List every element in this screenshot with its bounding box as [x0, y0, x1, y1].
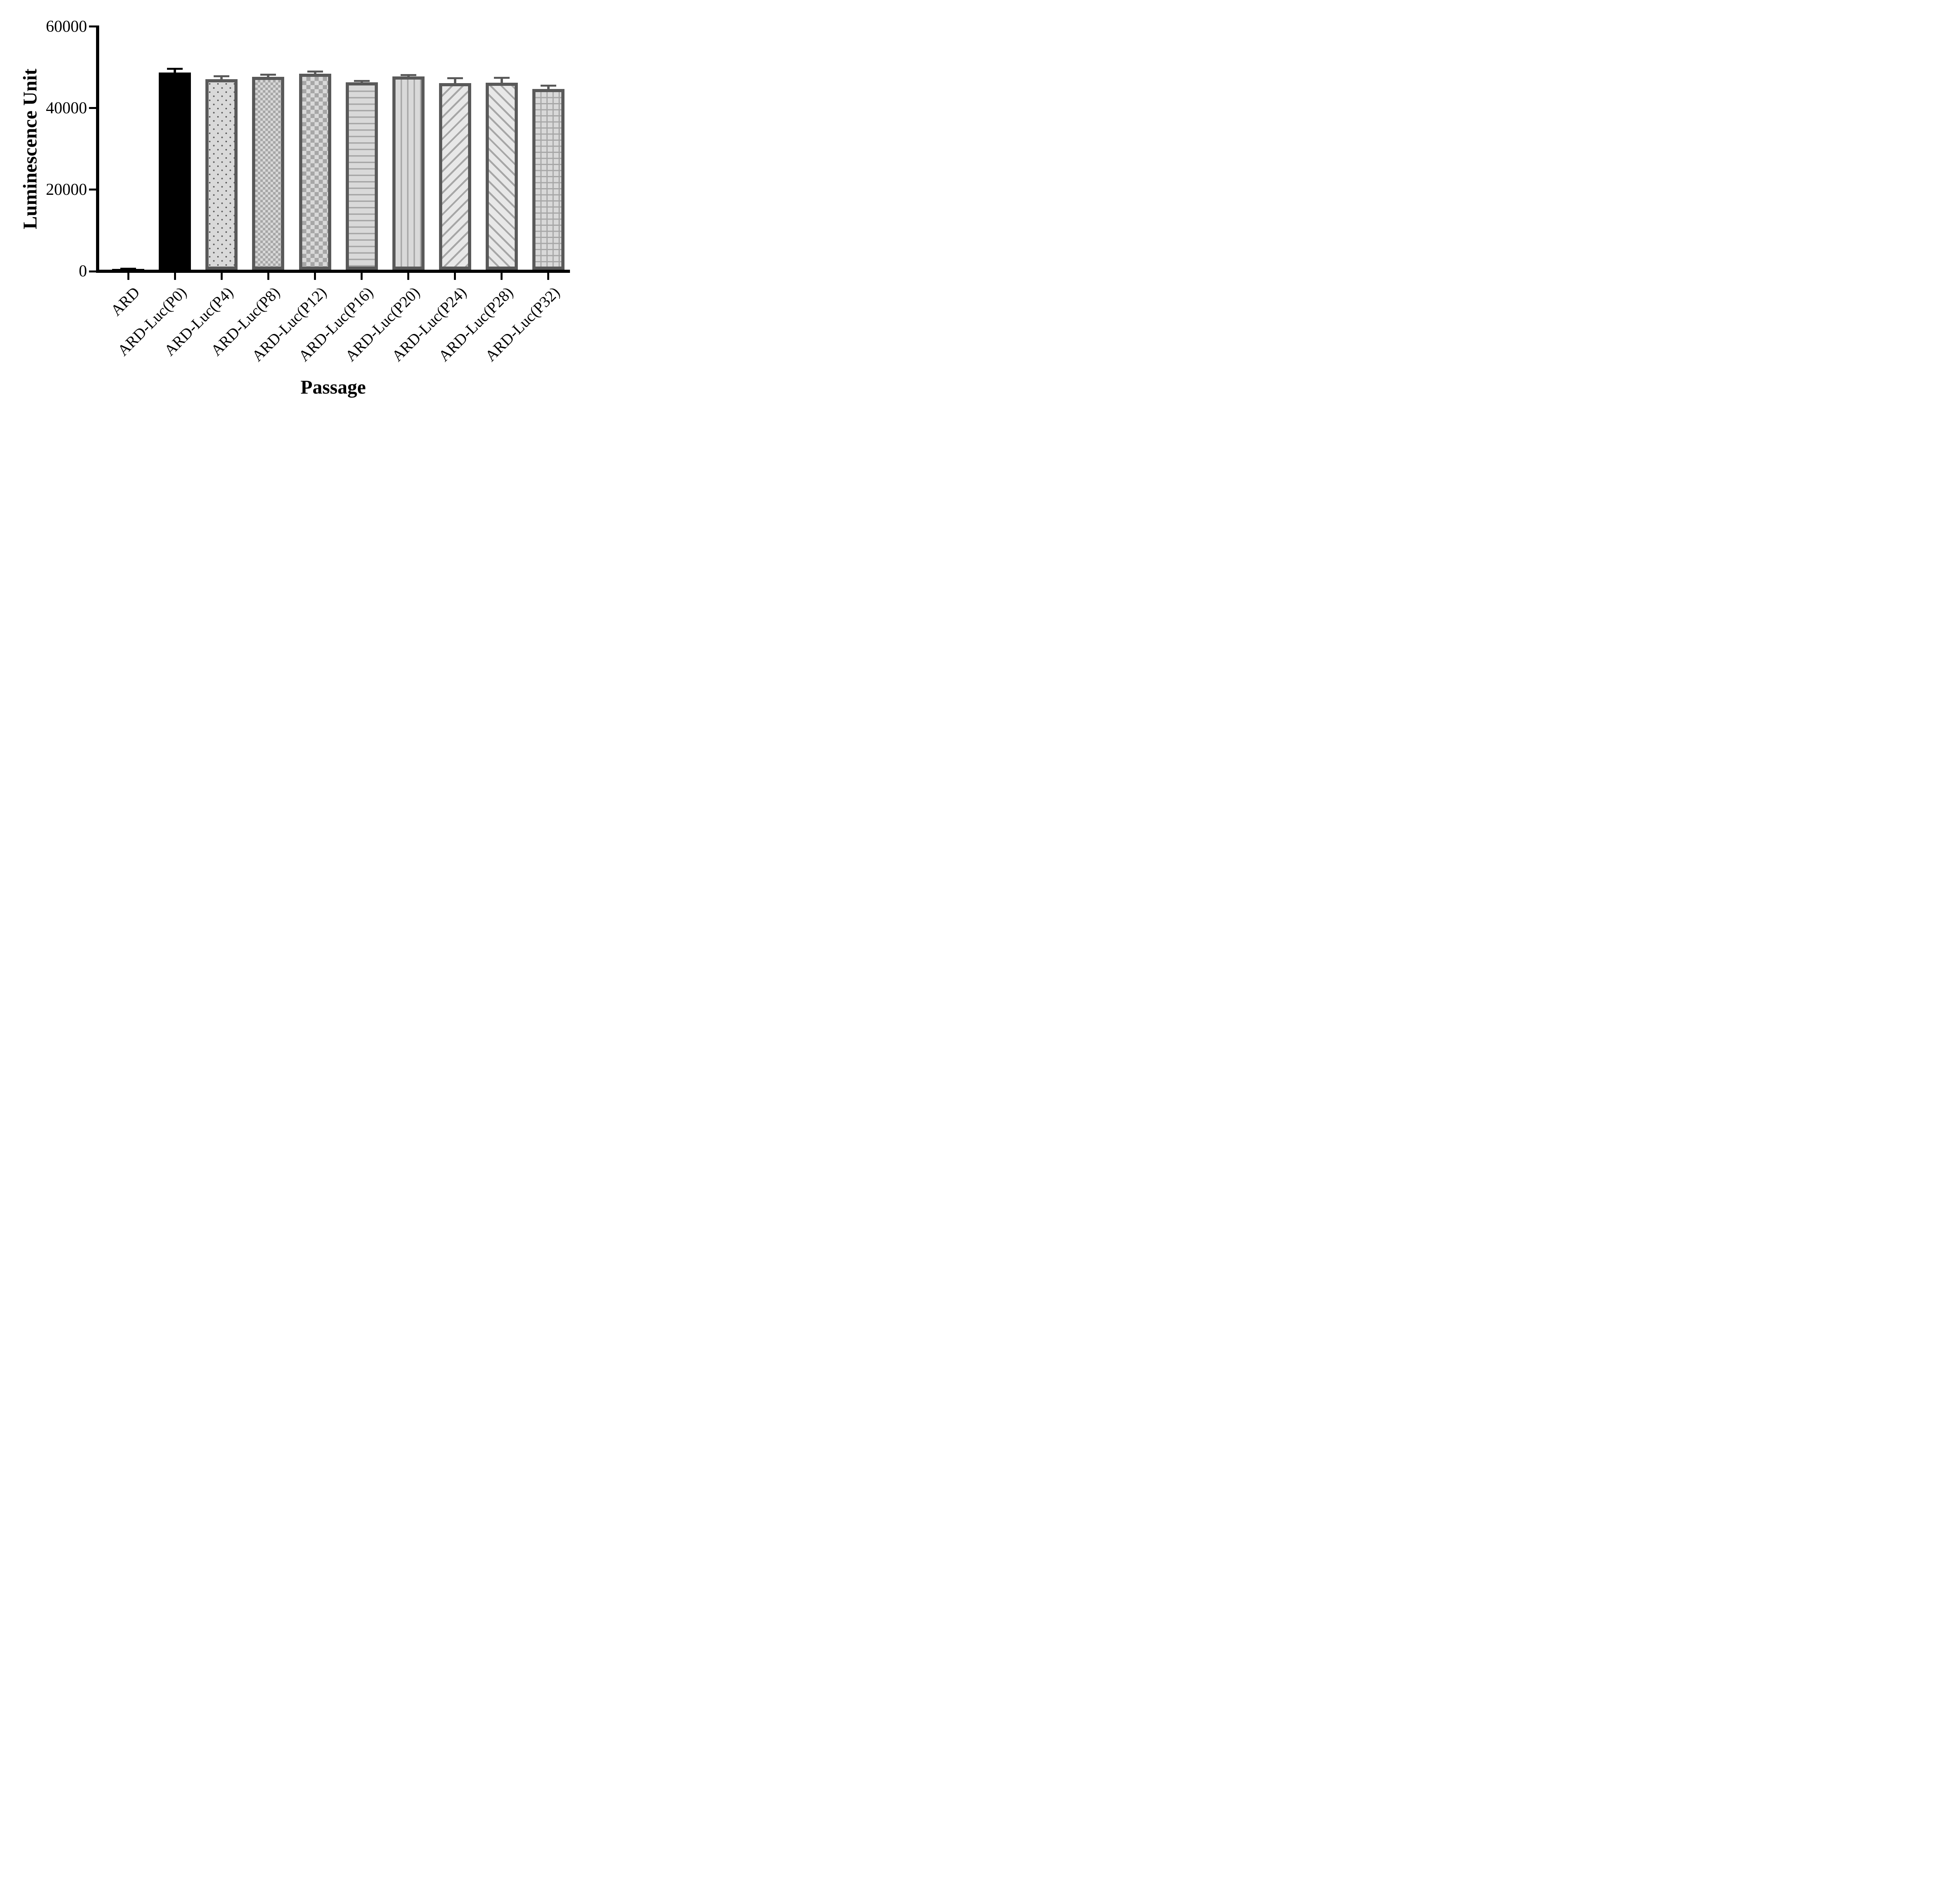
- x-tick-label-text: ARD: [107, 283, 143, 319]
- error-bar-stem-ARD-Luc(P16): [360, 81, 363, 82]
- error-bar-stem-ARD-Luc(P8): [267, 74, 270, 77]
- y-tick-label: 60000: [46, 17, 87, 36]
- bar-ARD-Luc(P32): [532, 89, 564, 270]
- x-tick: [220, 273, 223, 280]
- error-bar-stem-ARD-Luc(P24): [454, 78, 456, 83]
- bar-ARD-Luc(P16): [345, 82, 378, 270]
- bar-chart-figure: Luminescence Unit Passage 0 20000 40000 600…: [0, 0, 602, 413]
- bar-ARD-Luc(P12): [299, 73, 331, 270]
- y-axis-line: [96, 25, 99, 273]
- x-axis-line: [96, 270, 570, 273]
- bar-ARD-Luc(P4): [205, 79, 238, 270]
- bar-ARD-Luc(P28): [485, 82, 518, 270]
- bar-ARD-Luc(P0): [159, 73, 191, 270]
- x-axis-title: Passage: [300, 376, 366, 398]
- x-tick: [454, 273, 456, 280]
- error-bar-stem-ARD-Luc(P12): [314, 71, 316, 74]
- y-tick: [89, 107, 96, 109]
- x-tick: [267, 273, 269, 280]
- x-tick: [407, 273, 410, 280]
- error-bar-stem-ARD: [127, 269, 130, 270]
- x-tick: [547, 273, 550, 280]
- x-tick: [314, 273, 316, 280]
- y-tick-label: 40000: [46, 99, 87, 117]
- error-bar-stem-ARD-Luc(P0): [174, 69, 176, 73]
- x-tick: [174, 273, 176, 280]
- error-bar-stem-ARD-Luc(P4): [220, 76, 223, 79]
- error-bar-stem-ARD-Luc(P20): [407, 75, 410, 76]
- y-axis-title: Luminescence Unit: [19, 69, 41, 229]
- y-tick-label: 0: [79, 262, 87, 280]
- bar-ARD-Luc(P8): [252, 77, 285, 270]
- bar-ARD-Luc(P24): [439, 83, 471, 270]
- x-tick: [361, 273, 363, 280]
- y-tick: [89, 270, 96, 272]
- x-tick: [501, 273, 503, 280]
- y-tick: [89, 189, 96, 191]
- error-bar-stem-ARD-Luc(P28): [500, 78, 503, 83]
- x-tick: [127, 273, 129, 280]
- y-tick-label: 20000: [46, 180, 87, 199]
- y-tick: [89, 25, 96, 28]
- error-bar-stem-ARD-Luc(P32): [547, 85, 550, 89]
- bar-ARD-Luc(P20): [392, 76, 425, 270]
